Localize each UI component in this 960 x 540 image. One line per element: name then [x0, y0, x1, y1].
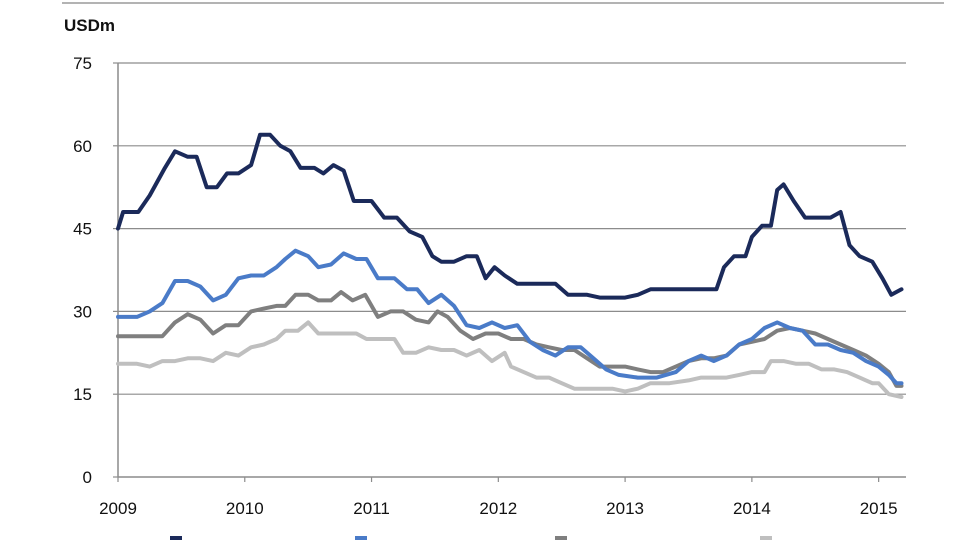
y-tick-label-75: 75 [73, 54, 92, 73]
y-tick-label-45: 45 [73, 220, 92, 239]
gridlines [118, 62, 906, 395]
series-line-4 [116, 320, 904, 399]
series-line-2 [116, 248, 904, 386]
x-tick-label-2012: 2012 [479, 499, 517, 518]
x-tick-label-2009: 2009 [99, 499, 137, 518]
series-line-3 [116, 290, 904, 388]
y-tick-label-15: 15 [73, 385, 92, 404]
y-axis-ticks: 0 15 30 45 60 75 [73, 54, 118, 487]
y-tick-label-0: 0 [83, 468, 92, 487]
y-tick-label-60: 60 [73, 137, 92, 156]
legend-swatch-1 [170, 536, 182, 540]
y-tick-label-30: 30 [73, 302, 92, 321]
series-line-1 [116, 132, 904, 300]
x-tick-label-2010: 2010 [226, 499, 264, 518]
x-tick-label-2013: 2013 [606, 499, 644, 518]
x-tick-label-2015: 2015 [860, 499, 898, 518]
x-axis-ticks: 2009 2010 2011 2012 2013 2014 2015 [99, 477, 898, 518]
x-tick-label-2011: 2011 [353, 499, 390, 518]
series-lines [116, 132, 904, 399]
legend-swatch-3 [555, 536, 567, 540]
legend-swatch-2 [355, 536, 367, 540]
legend-partial [170, 536, 772, 540]
x-tick-label-2014: 2014 [733, 499, 771, 518]
legend-swatch-4 [760, 536, 772, 540]
y-axis-unit-label: USDm [64, 16, 115, 35]
